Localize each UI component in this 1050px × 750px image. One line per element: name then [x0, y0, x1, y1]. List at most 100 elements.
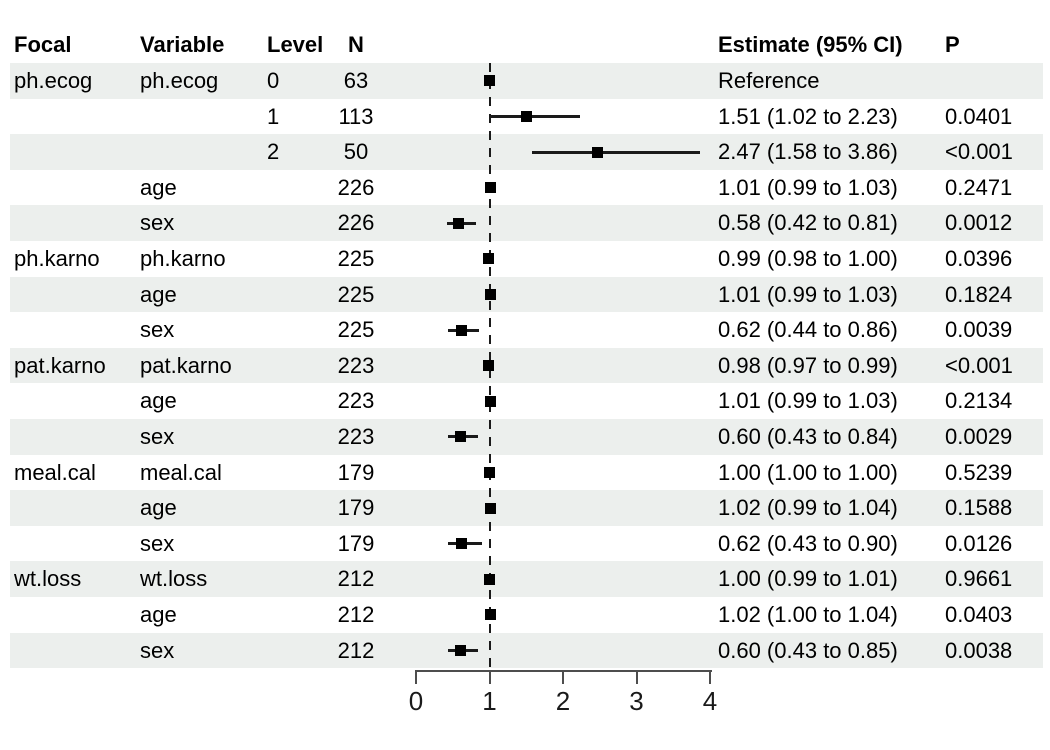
- p-value-cell: 0.0403: [945, 602, 1013, 627]
- estimate-cell: 1.01 (0.99 to 1.03): [718, 281, 898, 307]
- n-cell: 113: [338, 103, 374, 129]
- estimate-cell: 1.01 (0.99 to 1.03): [718, 388, 898, 414]
- column-header-estimate: Estimate (95% CI): [718, 32, 903, 57]
- table-row: meal.cal meal.cal 179 1.00 (1.00 to 1.00) 0.…: [10, 455, 1043, 491]
- estimate-marker: [456, 324, 468, 336]
- n-cell: 179: [337, 459, 375, 485]
- variable-cell: sex: [140, 424, 175, 449]
- variable-cell: ph.ecog: [140, 68, 219, 93]
- variable-cell: age: [140, 495, 177, 521]
- p-value-cell: <0.001: [945, 139, 1013, 165]
- column-header-variable: Variable: [140, 32, 225, 57]
- variable-cell: age: [140, 174, 177, 200]
- variable-cell: meal.cal: [140, 459, 222, 485]
- n-cell: 223: [337, 424, 375, 449]
- estimate-cell: 0.62 (0.43 to 0.90): [718, 530, 898, 556]
- x-axis-tick-label: 3: [629, 686, 644, 716]
- focal-cell: ph.karno: [14, 246, 100, 271]
- table-row: sex 226 0.58 (0.42 to 0.81) 0.0012: [10, 205, 1043, 241]
- n-cell: 50: [343, 139, 369, 165]
- estimate-cell: 1.00 (0.99 to 1.01): [718, 566, 898, 592]
- x-axis-tick: [562, 670, 564, 684]
- estimate-marker: [484, 288, 496, 300]
- p-value-cell: <0.001: [945, 352, 1013, 378]
- p-value-cell: 0.0038: [945, 637, 1013, 663]
- variable-cell: sex: [140, 637, 175, 663]
- focal-cell: ph.ecog: [14, 68, 93, 93]
- p-value-cell: 0.0029: [945, 424, 1013, 449]
- p-value-cell: 0.5239: [945, 459, 1013, 485]
- estimate-marker: [484, 75, 495, 87]
- variable-cell: sex: [140, 317, 175, 343]
- estimate-cell: 1.02 (0.99 to 1.04): [718, 495, 898, 521]
- estimate-marker: [484, 466, 495, 478]
- variable-cell: age: [140, 602, 177, 627]
- n-cell: 226: [337, 174, 375, 200]
- estimate-marker: [453, 217, 465, 229]
- table-row: ph.ecog ph.ecog 0 63 Reference: [10, 63, 1043, 99]
- variable-cell: sex: [140, 530, 175, 556]
- estimate-marker: [592, 146, 604, 158]
- estimate-cell: 1.02 (1.00 to 1.04): [718, 602, 898, 627]
- x-axis-tick: [415, 670, 417, 684]
- n-cell: 226: [337, 210, 375, 236]
- estimate-marker: [483, 253, 495, 265]
- n-cell: 212: [337, 566, 375, 592]
- level-cell: 0: [267, 68, 280, 93]
- p-value-cell: 0.1824: [945, 281, 1013, 307]
- confidence-interval-line: [532, 150, 700, 154]
- column-header-n: N: [348, 32, 364, 57]
- x-axis-tick: [635, 670, 638, 684]
- estimate-cell: 1.01 (0.99 to 1.03): [718, 174, 898, 200]
- estimate-marker: [456, 538, 468, 550]
- table-row: 2 50 2.47 (1.58 to 3.86) <0.001: [10, 134, 1043, 170]
- n-cell: 179: [337, 495, 375, 521]
- variable-cell: ph.karno: [140, 246, 226, 271]
- estimate-marker: [484, 573, 495, 585]
- focal-cell: meal.cal: [14, 459, 96, 485]
- variable-cell: age: [140, 281, 177, 307]
- n-cell: 225: [337, 281, 375, 307]
- p-value-cell: 0.0039: [945, 317, 1013, 343]
- table-row: age 212 1.02 (1.00 to 1.04) 0.0403: [10, 597, 1043, 633]
- estimate-marker: [485, 502, 497, 514]
- estimate-marker: [454, 431, 466, 443]
- table-row: 1 113 1.51 (1.02 to 2.23) 0.0401: [10, 99, 1043, 135]
- level-cell: 1: [267, 103, 280, 129]
- n-cell: 212: [337, 637, 375, 663]
- x-axis-tick-label: 4: [702, 686, 718, 716]
- n-cell: 223: [337, 352, 375, 378]
- n-cell: 212: [337, 602, 375, 627]
- estimate-cell: 0.98 (0.97 to 0.99): [718, 352, 898, 378]
- p-value-cell: 0.9661: [945, 566, 1013, 592]
- n-cell: 179: [337, 530, 375, 556]
- x-axis-tick-label: 2: [555, 686, 571, 716]
- p-value-cell: 0.0126: [945, 530, 1013, 556]
- n-cell: 223: [337, 388, 375, 414]
- focal-cell: wt.loss: [14, 566, 82, 592]
- estimate-cell: 2.47 (1.58 to 3.86): [718, 139, 898, 165]
- estimate-cell: 0.58 (0.42 to 0.81): [718, 210, 898, 236]
- table-row: sex 212 0.60 (0.43 to 0.85) 0.0038: [10, 632, 1043, 669]
- estimate-marker: [454, 644, 466, 656]
- n-cell: 225: [337, 317, 375, 343]
- column-header-p: P: [945, 32, 960, 57]
- variable-cell: age: [140, 388, 177, 414]
- table-row: age 226 1.01 (0.99 to 1.03) 0.2471: [10, 170, 1043, 206]
- x-axis-tick-label: 1: [482, 686, 497, 716]
- variable-cell: pat.karno: [140, 352, 232, 378]
- estimate-cell: 0.60 (0.43 to 0.84): [718, 424, 898, 449]
- p-value-cell: 0.0401: [945, 103, 1013, 129]
- confidence-interval-line: [490, 114, 580, 118]
- p-value-cell: 0.0012: [945, 210, 1013, 236]
- variable-cell: wt.loss: [140, 566, 208, 592]
- table-row: age 223 1.01 (0.99 to 1.03) 0.2134: [10, 383, 1043, 419]
- table-row: sex 179 0.62 (0.43 to 0.90) 0.0126: [10, 526, 1043, 562]
- column-header-focal: Focal: [14, 32, 72, 57]
- table-row: sex 223 0.60 (0.43 to 0.84) 0.0029: [10, 419, 1043, 455]
- estimate-cell: Reference: [718, 68, 820, 93]
- p-value-cell: 0.2134: [945, 388, 1013, 414]
- variable-cell: sex: [140, 210, 175, 236]
- n-cell: 63: [343, 68, 369, 93]
